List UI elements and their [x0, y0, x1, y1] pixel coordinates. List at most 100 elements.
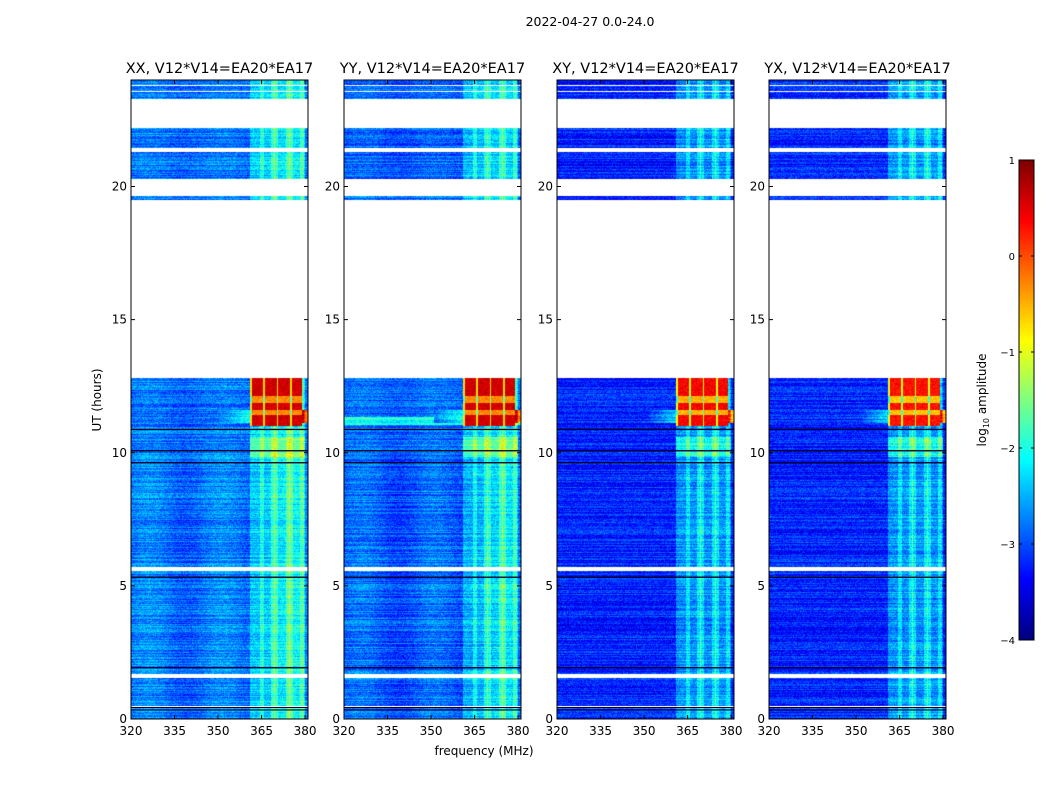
data-gap-line [557, 667, 734, 669]
figure-title: 2022-04-27 0.0-24.0 [526, 14, 655, 29]
data-gap-line [131, 462, 308, 464]
x-tick-label: 380 [720, 724, 743, 738]
panel-yx: YX, V12*V14=EA20*EA17 320 335 350 365 380 0 5 10… [750, 61, 955, 738]
panel-frame [343, 79, 522, 720]
y-tick-label: 0 [119, 712, 127, 726]
data-gap-line [557, 428, 734, 431]
data-gap-line [344, 707, 521, 709]
colorbar-tick-label: −4 [1000, 636, 1015, 647]
heatmap-image [344, 80, 521, 719]
x-tick-label: 335 [801, 724, 824, 738]
data-gap-line [131, 450, 308, 452]
data-gap-line [344, 450, 521, 452]
colorbar-tick-label: 0 [1009, 252, 1015, 263]
y-tick-label: 0 [757, 712, 765, 726]
x-tick-label: 365 [250, 724, 273, 738]
data-gap-line [557, 462, 734, 464]
y-tick-label: 20 [750, 180, 765, 194]
data-gap-line [769, 709, 946, 711]
y-tick-label: 20 [538, 180, 553, 194]
y-tick-label: 15 [750, 313, 765, 327]
x-tick-label: 320 [546, 724, 569, 738]
panel-xx: XX, V12*V14=EA20*EA17 320 335 350 365 380 0 5 10… [112, 61, 317, 738]
data-gap-line [131, 707, 308, 709]
y-tick-label: 20 [325, 180, 340, 194]
heatmap-image [557, 80, 734, 719]
y-tick-label: 15 [325, 313, 340, 327]
data-gap-line [344, 709, 521, 711]
colorbar-tick-label: −1 [1000, 348, 1015, 359]
data-gap-line [557, 450, 734, 452]
y-tick-label: 5 [545, 579, 553, 593]
data-gap-line [557, 707, 734, 709]
x-tick-label: 365 [676, 724, 699, 738]
panel-title: YX, V12*V14=EA20*EA17 [763, 61, 950, 77]
data-gap-line [131, 576, 308, 578]
data-gap-line [344, 462, 521, 464]
data-gap-line [131, 428, 308, 431]
panel-title: YY, V12*V14=EA20*EA17 [339, 61, 525, 77]
data-gap-line [344, 428, 521, 431]
panel-yy: YY, V12*V14=EA20*EA17 320 335 350 365 380 0 5 10… [325, 61, 530, 738]
panel-xy: XY, V12*V14=EA20*EA17 320 335 350 365 380 0 5 10… [538, 61, 743, 738]
x-tick-label: 335 [376, 724, 399, 738]
heatmap-image [769, 80, 946, 719]
colorbar-frame [1018, 159, 1035, 641]
x-tick-label: 350 [845, 724, 868, 738]
data-gap-line [769, 667, 946, 669]
data-gap-line [131, 709, 308, 711]
y-tick-label: 10 [750, 446, 765, 460]
data-gap-line [344, 576, 521, 578]
data-gap-line [769, 462, 946, 464]
colorbar-tick-label: −2 [1000, 444, 1015, 455]
y-tick-label: 10 [112, 446, 127, 460]
data-gap-line [769, 576, 946, 578]
colorbar-tick-label: 1 [1009, 156, 1015, 167]
y-tick-label: 0 [332, 712, 340, 726]
heatmap-image [131, 80, 308, 719]
panel-frame [130, 79, 309, 720]
x-tick-label: 380 [294, 724, 317, 738]
y-tick-label: 20 [112, 180, 127, 194]
data-gap-line [769, 707, 946, 709]
x-tick-label: 350 [420, 724, 443, 738]
y-tick-label: 15 [538, 313, 553, 327]
data-gap-line [557, 709, 734, 711]
data-gap-line [344, 667, 521, 669]
colorbar-tick-label: −3 [1000, 540, 1015, 551]
colorbar-label-subscript: 10 [982, 418, 991, 428]
y-tick-label: 10 [325, 446, 340, 460]
data-gap-line [557, 576, 734, 578]
colorbar-label-base: log [975, 428, 989, 446]
x-tick-label: 365 [463, 724, 486, 738]
panel-frame [768, 79, 947, 720]
panel-frame [556, 79, 735, 720]
x-tick-label: 380 [507, 724, 530, 738]
panel-title: XY, V12*V14=EA20*EA17 [552, 61, 738, 77]
x-tick-label: 335 [163, 724, 186, 738]
colorbar-gradient [1019, 160, 1034, 640]
x-axis-label: frequency (MHz) [434, 744, 533, 758]
x-tick-label: 320 [758, 724, 781, 738]
x-tick-label: 320 [333, 724, 356, 738]
y-tick-label: 10 [538, 446, 553, 460]
y-tick-label: 5 [119, 579, 127, 593]
y-tick-label: 5 [757, 579, 765, 593]
x-tick-label: 335 [589, 724, 612, 738]
x-tick-label: 350 [207, 724, 230, 738]
colorbar-label: log10 amplitude [975, 354, 991, 447]
x-tick-label: 320 [120, 724, 143, 738]
data-gap-line [769, 450, 946, 452]
y-tick-label: 0 [545, 712, 553, 726]
y-axis-label: UT (hours) [90, 368, 104, 431]
x-tick-label: 350 [633, 724, 656, 738]
panel-title: XX, V12*V14=EA20*EA17 [126, 61, 314, 77]
x-tick-label: 365 [888, 724, 911, 738]
colorbar-label-rest: amplitude [975, 354, 989, 418]
data-gap-line [769, 428, 946, 431]
y-tick-label: 15 [112, 313, 127, 327]
panels: XX, V12*V14=EA20*EA17 320 335 350 365 380 0 5 10… [112, 61, 955, 738]
data-gap-line [131, 667, 308, 669]
